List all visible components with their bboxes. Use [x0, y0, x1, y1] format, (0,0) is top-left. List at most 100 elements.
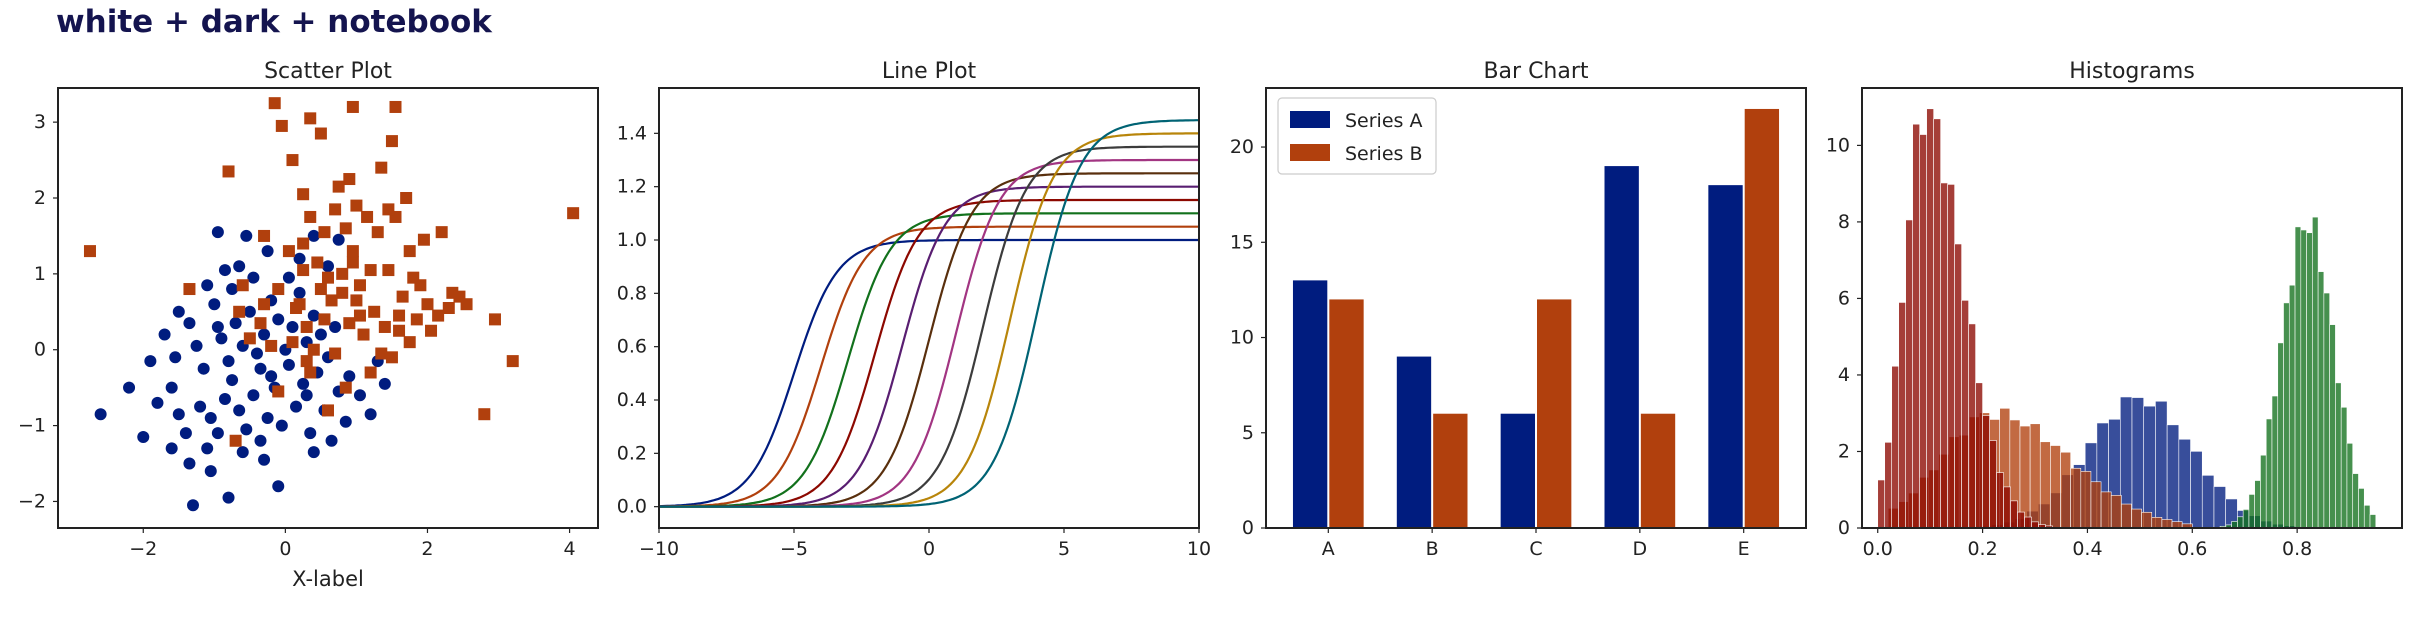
scatter-point-square [311, 256, 324, 269]
y-tick-label: 2 [34, 187, 46, 209]
scatter-point-square [421, 298, 434, 311]
histogram-bar [2352, 473, 2359, 529]
line-series-9 [659, 119, 1199, 508]
x-tick-label: B [1426, 538, 1439, 560]
scatter-point-square [375, 161, 388, 174]
histogram-bar [1996, 472, 2004, 529]
scatter-point-square [346, 256, 359, 269]
scatter-point-circle [218, 264, 231, 277]
scatter-point-circle [183, 457, 196, 470]
x-tick-label: −2 [129, 538, 157, 560]
scatter-point-circle [172, 305, 185, 318]
histogram-bar [1933, 118, 1941, 529]
x-tick-label: 2 [421, 538, 433, 560]
histogram-bar [2090, 481, 2102, 529]
histogram-bar [2312, 216, 2319, 529]
y-tick-label: 8 [1838, 211, 1850, 233]
y-tick-label: 1.4 [617, 122, 647, 144]
line-series-0 [658, 238, 1199, 508]
y-tick-label: 0 [34, 339, 46, 361]
scatter-point-circle [258, 453, 271, 466]
scatter-point-square [329, 347, 342, 360]
scatter-point-square [393, 324, 406, 337]
scatter-point-circle [204, 412, 217, 424]
bar-series-a [1708, 185, 1743, 528]
axes-frame [658, 87, 1200, 529]
y-tick-label: 10 [1230, 327, 1254, 349]
histogram-bar [1898, 302, 1906, 529]
x-tick-label: 0.4 [2072, 538, 2102, 560]
scatter-point-square [332, 180, 345, 193]
scatter-point-square [389, 100, 402, 113]
histogram-bar [2017, 511, 2025, 529]
scatter-point-square [304, 366, 317, 379]
scatter-point-square [378, 320, 391, 333]
scatter-point-square [478, 408, 491, 421]
histogram-bar [2254, 480, 2261, 529]
scatter-point-circle [123, 381, 136, 394]
histogram-bar [2363, 505, 2371, 529]
histogram-bar [2201, 475, 2215, 529]
bar-series-a [1396, 356, 1432, 528]
x-tick-label: E [1738, 538, 1750, 560]
scatter-point-circle [165, 442, 178, 455]
scatter-point-circle [250, 347, 263, 360]
scatter-point-circle [218, 393, 231, 406]
scatter-point-circle [254, 362, 267, 375]
scatter-point-square [425, 324, 438, 337]
bar-panel: Bar Chart 0 5 10 15 20 A B C D E Series A Series B [1230, 59, 1807, 560]
scatter-point-square [322, 271, 334, 284]
histogram-bar [1954, 243, 1962, 529]
y-tick-label: 0.0 [617, 496, 647, 518]
histogram-bar [2131, 508, 2142, 529]
scatter-point-circle [258, 328, 271, 341]
scatter-point-circle [247, 389, 260, 402]
histogram-bar [2306, 232, 2313, 529]
scatter-point-circle [137, 430, 150, 443]
scatter-point-circle [158, 328, 171, 341]
scatter-point-circle [261, 245, 274, 258]
histogram-bar [1877, 479, 1886, 529]
scatter-point-circle [275, 419, 288, 432]
bar-series-b [1640, 413, 1676, 528]
scatter-point-square [364, 366, 377, 379]
scatter-point-circle [261, 412, 274, 424]
x-tick-label: 4 [564, 538, 576, 560]
scatter-point-square [403, 245, 416, 258]
y-tick-label: −1 [18, 415, 46, 437]
histogram-bar [2121, 503, 2132, 529]
scatter-point-square [417, 233, 430, 246]
scatter-point-square [300, 320, 313, 333]
histogram-bar [1891, 365, 1899, 529]
scatter-point-circle [307, 446, 320, 459]
x-tick-label: 0 [923, 538, 935, 560]
scatter-point-square [393, 309, 406, 322]
scatter-point-square [314, 283, 327, 296]
scatter-point-square [368, 305, 381, 318]
scatter-point-circle [332, 233, 345, 246]
scatter-point-square [410, 313, 423, 326]
scatter-point-circle [211, 226, 224, 239]
scatter-point-circle [300, 389, 313, 402]
scatter-point-circle [194, 400, 207, 413]
y-tick-label: 1.0 [617, 229, 647, 251]
scatter-point-square [339, 381, 352, 394]
scatter-point-circle [197, 362, 210, 375]
scatter-point-circle [240, 229, 253, 242]
histogram-bar [2060, 451, 2071, 529]
histogram-bar [1947, 184, 1955, 529]
histogram-bar [2323, 292, 2330, 529]
scatter-point-circle [240, 423, 253, 436]
histogram-bar [2294, 226, 2302, 529]
scatter-point-square [346, 245, 359, 258]
scatter-point-square [346, 100, 359, 113]
histogram-bar [1961, 300, 1969, 529]
histogram-bar [2248, 494, 2255, 529]
scatter-point-circle [265, 370, 278, 383]
scatter-point-square [400, 192, 413, 204]
line-series-2 [659, 212, 1199, 508]
scatter-point-circle [293, 286, 306, 299]
scatter-point-circle [201, 442, 214, 455]
scatter-panel: Scatter Plot −2 0 2 4 −2 −1 0 1 2 3 X-label [18, 59, 599, 591]
